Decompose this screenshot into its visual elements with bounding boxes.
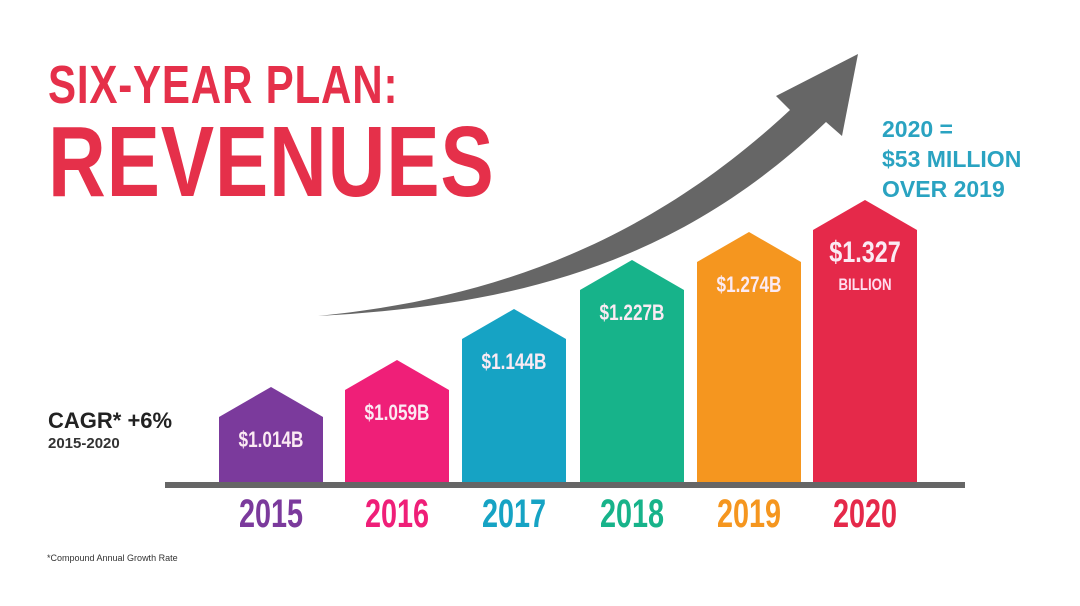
cagr-range: 2015-2020 xyxy=(48,435,120,452)
bar-2019: $1.274B xyxy=(697,231,801,484)
annotation-2020-increase: 2020 = $53 MILLION OVER 2019 xyxy=(882,116,1022,202)
cagr-block: CAGR* +6% 2015-2020 xyxy=(48,408,172,454)
bar-value-sublabel: BILLION xyxy=(838,275,892,294)
bar-2017: $1.144B xyxy=(462,309,566,484)
bar-2015: $1.014B xyxy=(219,387,323,484)
bar-value-label: $1.274B xyxy=(716,271,782,297)
bar-value-label: $1.327 xyxy=(829,236,901,269)
bar-value-label: $1.014B xyxy=(238,427,304,452)
bar-2016: $1.059B xyxy=(345,360,449,484)
footnote: *Compound Annual Growth Rate xyxy=(47,553,178,563)
year-label-2018: 2018 xyxy=(599,492,665,536)
year-label-2020: 2020 xyxy=(832,492,898,536)
title-line-1: SIX-YEAR PLAN: xyxy=(48,55,399,115)
year-label-2017: 2017 xyxy=(481,492,547,536)
bar-value-label: $1.227B xyxy=(599,299,665,325)
cagr-label: CAGR* +6% xyxy=(48,408,173,433)
chart-baseline xyxy=(165,482,965,488)
bar-2020: $1.327 BILLION xyxy=(813,200,917,484)
bar-2018: $1.227B xyxy=(580,259,684,484)
title-line-2: REVENUES xyxy=(48,106,495,218)
year-label-2019: 2019 xyxy=(716,492,782,536)
year-label-2015: 2015 xyxy=(238,492,304,536)
bar-value-label: $1.144B xyxy=(481,349,547,375)
bar-value-label: $1.059B xyxy=(364,400,430,426)
year-label-2016: 2016 xyxy=(364,492,430,536)
